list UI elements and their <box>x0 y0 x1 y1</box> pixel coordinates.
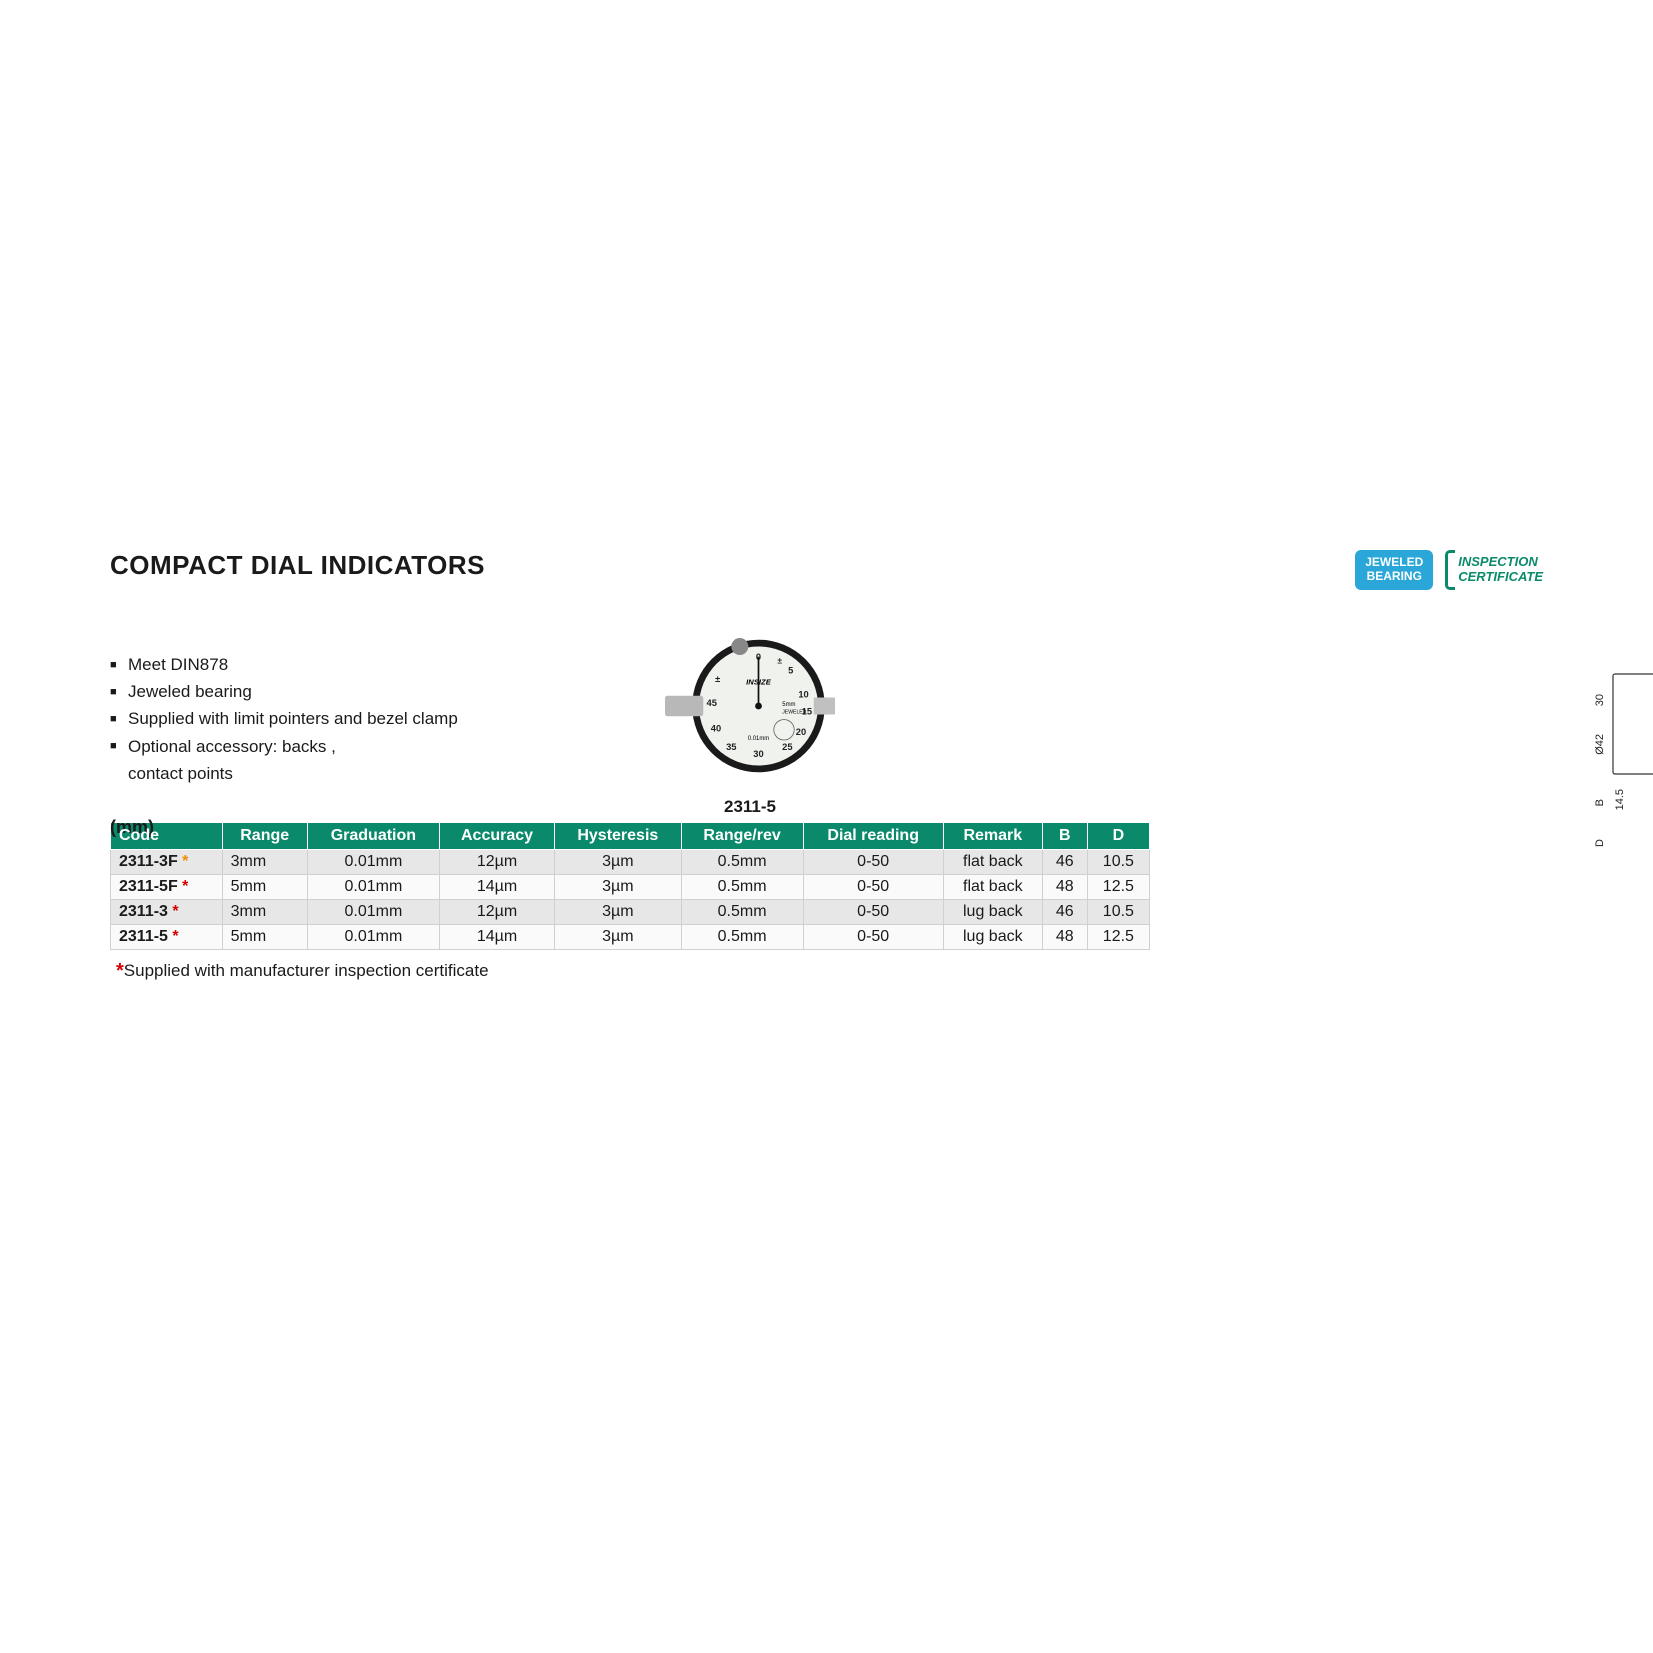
cell-rrev: 0.5mm <box>681 850 803 875</box>
cell-range: 5mm <box>222 925 307 950</box>
spec-table: Code Range Graduation Accuracy Hysteresi… <box>110 822 1150 950</box>
col-accuracy: Accuracy <box>440 823 555 850</box>
inspection-certificate-badge: INSPECTION CERTIFICATE <box>1445 550 1543 590</box>
cell-rrev: 0.5mm <box>681 925 803 950</box>
jeweled-line1: JEWELED <box>1365 555 1423 569</box>
col-range-rev: Range/rev <box>681 823 803 850</box>
feature-item: Jeweled bearing <box>110 678 590 705</box>
svg-text:20: 20 <box>796 727 806 737</box>
cell-hys: 3µm <box>555 875 682 900</box>
cell-range: 3mm <box>222 900 307 925</box>
cell-hys: 3µm <box>555 850 682 875</box>
cell-dial: 0-50 <box>803 850 943 875</box>
cell-grad: 0.01mm <box>307 925 439 950</box>
col-b: B <box>1042 823 1087 850</box>
cell-hys: 3µm <box>555 900 682 925</box>
svg-text:B: B <box>1594 799 1606 806</box>
svg-text:0.01mm: 0.01mm <box>748 736 770 742</box>
col-graduation: Graduation <box>307 823 439 850</box>
cell-grad: 0.01mm <box>307 850 439 875</box>
svg-text:30: 30 <box>1594 694 1606 706</box>
inspection-line2: CERTIFICATE <box>1458 569 1543 584</box>
feature-item: Supplied with limit pointers and bezel c… <box>110 705 590 732</box>
svg-text:35: 35 <box>726 742 736 752</box>
svg-text:25: 25 <box>782 742 792 752</box>
cell-code: 2311-5 * <box>111 925 223 950</box>
footnote-star: * <box>116 960 124 982</box>
cell-acc: 12µm <box>440 850 555 875</box>
svg-text:5mm: 5mm <box>782 702 795 708</box>
cell-b: 48 <box>1042 875 1087 900</box>
svg-text:14.5: 14.5 <box>1614 789 1626 810</box>
cell-code: 2311-3F * <box>111 850 223 875</box>
table-row: 2311-3F *3mm0.01mm12µm3µm0.5mm0-50flat b… <box>111 850 1150 875</box>
page-title: COMPACT DIAL INDICATORS <box>110 550 485 581</box>
table-row: 2311-5F *5mm0.01mm14µm3µm0.5mm0-50flat b… <box>111 875 1150 900</box>
cell-rrev: 0.5mm <box>681 875 803 900</box>
svg-text:±: ± <box>777 656 782 666</box>
svg-text:5: 5 <box>788 666 793 676</box>
cell-d: 10.5 <box>1087 900 1149 925</box>
cell-dial: 0-50 <box>803 900 943 925</box>
table-header-row: Code Range Graduation Accuracy Hysteresi… <box>111 823 1150 850</box>
cell-remark: lug back <box>943 925 1042 950</box>
cell-code: 2311-3 * <box>111 900 223 925</box>
col-code: Code <box>111 823 223 850</box>
svg-text:45: 45 <box>707 698 717 708</box>
table-row: 2311-3 *3mm0.01mm12µm3µm0.5mm0-50lug bac… <box>111 900 1150 925</box>
cell-acc: 14µm <box>440 875 555 900</box>
cell-b: 46 <box>1042 900 1087 925</box>
cell-range: 3mm <box>222 850 307 875</box>
cell-grad: 0.01mm <box>307 900 439 925</box>
inspection-line1: INSPECTION <box>1458 554 1537 569</box>
footnote: *Supplied with manufacturer inspection c… <box>116 960 1543 983</box>
cell-range: 5mm <box>222 875 307 900</box>
cell-rrev: 0.5mm <box>681 900 803 925</box>
cell-d: 12.5 <box>1087 925 1149 950</box>
unit-label: Unit: mm <box>1553 607 1653 624</box>
cell-b: 48 <box>1042 925 1087 950</box>
svg-text:30: 30 <box>753 749 763 759</box>
cell-acc: 14µm <box>440 925 555 950</box>
col-hysteresis: Hysteresis <box>555 823 682 850</box>
features-list: Meet DIN878 Jeweled bearing Supplied wit… <box>110 651 590 787</box>
dial-indicator-image: 0 ± 5 10 15 20 25 30 35 40 45 ± INSIZE <box>665 621 835 791</box>
footnote-text: Supplied with manufacturer inspection ce… <box>124 961 489 980</box>
cell-b: 46 <box>1042 850 1087 875</box>
cell-d: 10.5 <box>1087 850 1149 875</box>
col-remark: Remark <box>943 823 1042 850</box>
cell-grad: 0.01mm <box>307 875 439 900</box>
feature-item: Meet DIN878 <box>110 651 590 678</box>
svg-text:Ø42: Ø42 <box>1594 734 1606 755</box>
svg-text:10: 10 <box>798 690 808 700</box>
product-image: 0 ± 5 10 15 20 25 30 35 40 45 ± INSIZE <box>620 621 880 817</box>
jeweled-line2: BEARING <box>1367 569 1422 583</box>
cell-remark: lug back <box>943 900 1042 925</box>
cell-remark: flat back <box>943 850 1042 875</box>
svg-text:JEWELED: JEWELED <box>782 710 806 716</box>
bracket-icon <box>1445 550 1455 590</box>
model-label: 2311-5 <box>620 797 880 817</box>
svg-text:D: D <box>1594 839 1606 847</box>
cell-remark: flat back <box>943 875 1042 900</box>
col-dial-reading: Dial reading <box>803 823 943 850</box>
dimension-diagram: Unit: mm 14 18 7 30 Ø42 <box>1553 607 1653 889</box>
cell-hys: 3µm <box>555 925 682 950</box>
table-row: 2311-5 *5mm0.01mm14µm3µm0.5mm0-50lug bac… <box>111 925 1150 950</box>
col-d: D <box>1087 823 1149 850</box>
svg-text:±: ± <box>715 674 720 684</box>
cell-code: 2311-5F * <box>111 875 223 900</box>
cell-dial: 0-50 <box>803 875 943 900</box>
jeweled-bearing-badge: JEWELED BEARING <box>1355 550 1433 590</box>
svg-text:40: 40 <box>711 724 721 734</box>
feature-item: Optional accessory: backs , contact poin… <box>110 733 590 787</box>
badges: JEWELED BEARING INSPECTION CERTIFICATE <box>1355 550 1543 590</box>
cell-d: 12.5 <box>1087 875 1149 900</box>
cell-acc: 12µm <box>440 900 555 925</box>
cell-dial: 0-50 <box>803 925 943 950</box>
col-range: Range <box>222 823 307 850</box>
